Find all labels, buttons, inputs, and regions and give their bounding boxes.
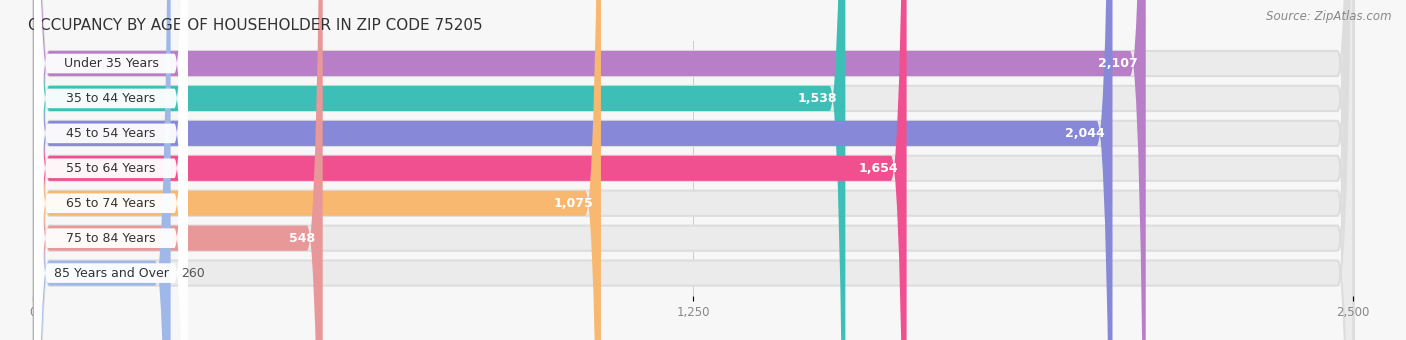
FancyBboxPatch shape [34,0,1353,340]
Text: 45 to 54 Years: 45 to 54 Years [66,127,156,140]
FancyBboxPatch shape [34,0,1353,340]
Text: Under 35 Years: Under 35 Years [63,57,159,70]
Text: 1,075: 1,075 [553,197,593,210]
FancyBboxPatch shape [34,0,1353,340]
Text: 85 Years and Over: 85 Years and Over [53,267,169,279]
Text: 2,107: 2,107 [1098,57,1137,70]
FancyBboxPatch shape [34,0,600,340]
FancyBboxPatch shape [35,0,187,340]
FancyBboxPatch shape [34,0,1112,340]
FancyBboxPatch shape [35,0,187,340]
FancyBboxPatch shape [34,0,845,340]
FancyBboxPatch shape [34,0,1146,340]
Text: 260: 260 [181,267,205,279]
Text: 75 to 84 Years: 75 to 84 Years [66,232,156,245]
FancyBboxPatch shape [35,0,187,340]
Text: Source: ZipAtlas.com: Source: ZipAtlas.com [1267,10,1392,23]
Text: 1,654: 1,654 [859,162,898,175]
FancyBboxPatch shape [34,0,323,340]
Text: 65 to 74 Years: 65 to 74 Years [66,197,156,210]
FancyBboxPatch shape [34,0,170,340]
FancyBboxPatch shape [35,0,187,340]
FancyBboxPatch shape [34,0,907,340]
FancyBboxPatch shape [34,0,1353,340]
FancyBboxPatch shape [35,0,187,340]
Text: 548: 548 [288,232,315,245]
Text: OCCUPANCY BY AGE OF HOUSEHOLDER IN ZIP CODE 75205: OCCUPANCY BY AGE OF HOUSEHOLDER IN ZIP C… [28,18,482,33]
Text: 55 to 64 Years: 55 to 64 Years [66,162,156,175]
FancyBboxPatch shape [34,0,1353,340]
FancyBboxPatch shape [35,0,187,340]
Text: 2,044: 2,044 [1064,127,1105,140]
FancyBboxPatch shape [34,0,1353,340]
FancyBboxPatch shape [34,0,1353,340]
Text: 35 to 44 Years: 35 to 44 Years [66,92,156,105]
Text: 1,538: 1,538 [799,92,838,105]
FancyBboxPatch shape [35,0,187,340]
